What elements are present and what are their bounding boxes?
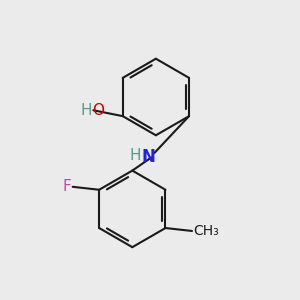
Text: O: O (92, 103, 104, 118)
Text: H: H (80, 103, 92, 118)
Text: H: H (130, 148, 141, 164)
Text: F: F (62, 179, 71, 194)
Text: CH₃: CH₃ (194, 224, 219, 238)
Text: N: N (142, 148, 155, 166)
